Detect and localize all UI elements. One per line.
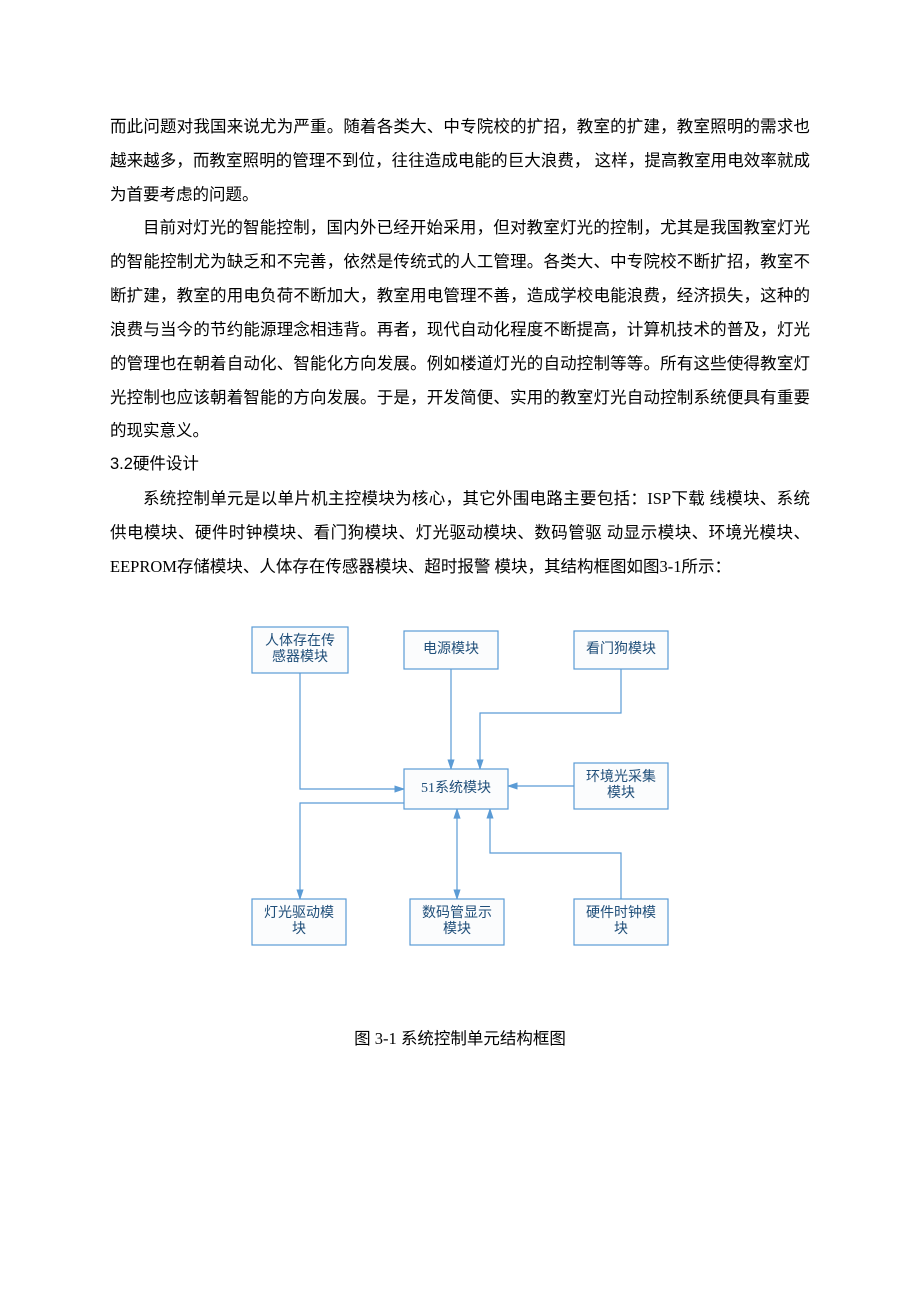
svg-text:灯光驱动模: 灯光驱动模 — [264, 906, 334, 922]
svg-text:看门狗模块: 看门狗模块 — [586, 642, 656, 658]
svg-text:人体存在传: 人体存在传 — [265, 634, 335, 650]
svg-text:模块: 模块 — [443, 922, 471, 938]
paragraph-2: 目前对灯光的智能控制，国内外已经开始采用，但对教室灯光的控制，尤其是我国教室灯光… — [110, 211, 810, 448]
svg-text:环境光采集: 环境光采集 — [586, 769, 656, 786]
paragraph-3: 系统控制单元是以单片机主控模块为核心，其它外围电路主要包括：ISP下载 线模块、… — [110, 482, 810, 583]
section-heading-3-2: 3.2硬件设计 — [110, 448, 810, 482]
svg-text:电源模块: 电源模块 — [423, 642, 479, 658]
svg-text:块: 块 — [292, 922, 306, 938]
svg-text:块: 块 — [614, 922, 628, 938]
svg-text:模块: 模块 — [607, 786, 635, 802]
svg-text:51系统模块: 51系统模块 — [421, 781, 491, 797]
figure-caption: 图 3-1 系统控制单元结构框图 — [110, 1025, 810, 1049]
paragraph-1: 而此问题对我国来说尤为严重。随着各类大、中专院校的扩招，教室的扩建，教室照明的需… — [110, 110, 810, 211]
svg-text:数码管显示: 数码管显示 — [422, 906, 492, 922]
figure-3-1: 人体存在传感器模块电源模块看门狗模块51系统模块环境光采集模块灯光驱动模块数码管… — [220, 613, 700, 983]
svg-text:感器模块: 感器模块 — [272, 649, 328, 666]
svg-text:硬件时钟模: 硬件时钟模 — [586, 905, 656, 922]
system-block-diagram: 人体存在传感器模块电源模块看门狗模块51系统模块环境光采集模块灯光驱动模块数码管… — [220, 613, 700, 983]
